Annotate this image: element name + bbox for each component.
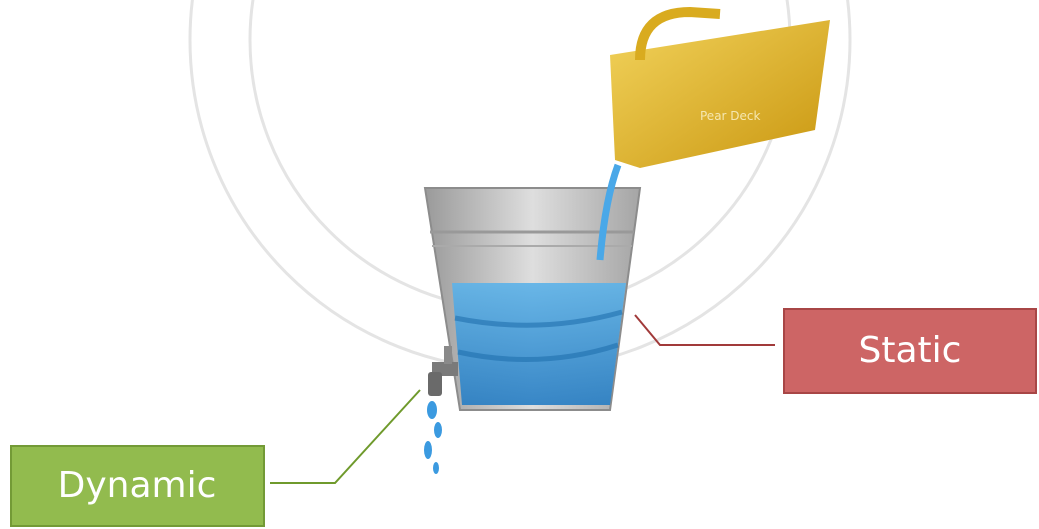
watermark-text: Pear Deck — [700, 109, 761, 123]
dynamic-label: Dynamic — [58, 465, 217, 506]
static-label: Static — [859, 330, 962, 371]
static-connector — [635, 315, 775, 345]
illustration: Pear Deck Static Dynamic — [0, 0, 1039, 529]
dynamic-connector — [270, 390, 420, 483]
page: Pear Deck Static Dynamic (() => { const … — [0, 0, 1039, 529]
water-drops — [424, 401, 442, 474]
jug: Pear Deck — [610, 12, 830, 168]
